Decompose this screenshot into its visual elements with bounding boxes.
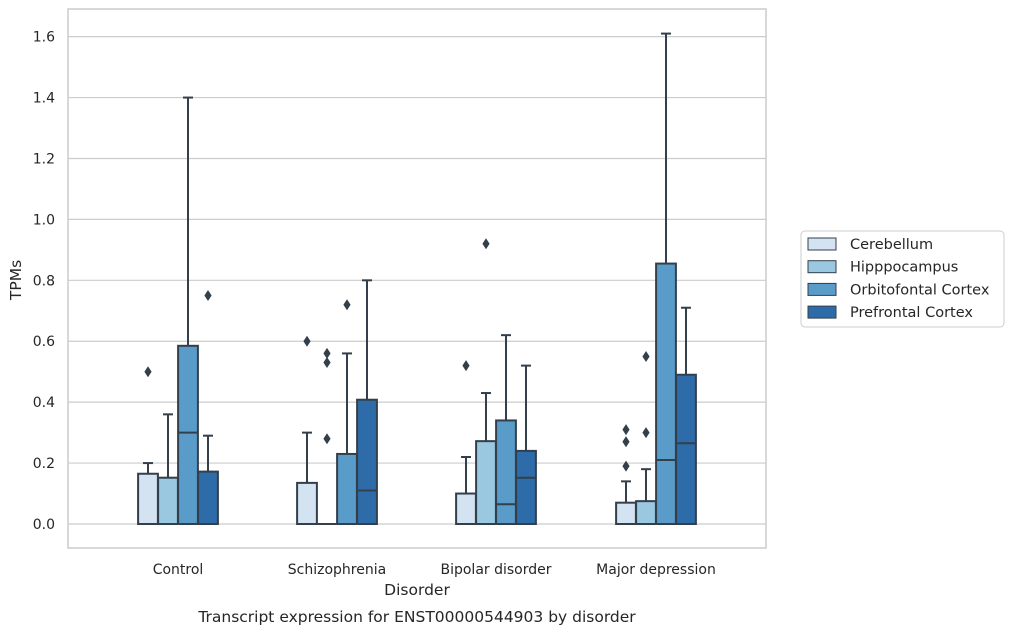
x-tick-label: Bipolar disorder — [440, 562, 551, 578]
box-iqr — [137, 472, 159, 525]
box-iqr — [495, 419, 517, 526]
box-plot — [197, 290, 219, 525]
box-series-layer — [137, 32, 697, 526]
box-iqr — [515, 449, 537, 525]
outlier-point — [462, 360, 470, 372]
box-plot — [296, 335, 318, 525]
x-axis-ticks: Control Schizophrenia Bipolar disorder Majo… — [153, 562, 716, 578]
y-tick-label: 1.4 — [33, 91, 55, 107]
legend-label: Cerebellum — [850, 237, 933, 253]
box-plot — [455, 360, 477, 526]
box-iqr — [475, 440, 497, 525]
box-iqr — [296, 481, 318, 525]
outlier-point — [622, 460, 630, 472]
box-plot — [157, 413, 179, 526]
outlier-point — [642, 350, 650, 362]
y-tick-label: 1.0 — [33, 212, 55, 228]
box-plot — [356, 279, 378, 526]
box-iqr — [157, 476, 179, 526]
legend-items: Cerebellum Hipppocampus Orbitofontal Corte… — [807, 237, 990, 321]
outlier-point — [323, 357, 331, 369]
series-cerebellum — [137, 335, 637, 526]
outlier-point — [204, 290, 212, 302]
series-hipppocampus — [157, 238, 657, 526]
box-iqr — [635, 500, 657, 525]
y-tick-label: 1.2 — [33, 151, 55, 167]
box-iqr — [455, 492, 477, 526]
box-plot — [655, 32, 677, 525]
chart-caption: Transcript expression for ENST0000054490… — [197, 608, 636, 626]
outlier-point — [323, 433, 331, 445]
legend-frame — [800, 230, 1005, 328]
box-iqr — [336, 452, 358, 525]
box-iqr — [177, 344, 199, 525]
outlier-point — [343, 299, 351, 311]
box-plot — [635, 350, 657, 525]
box-iqr — [675, 373, 697, 525]
box-iqr — [655, 262, 677, 525]
legend-swatch — [807, 305, 837, 319]
box-iqr — [615, 501, 637, 526]
box-plot — [675, 306, 697, 525]
legend-swatch — [807, 237, 837, 251]
y-axis-ticks: 0.0 0.2 0.4 0.6 0.8 1.0 1.2 1.4 1.6 — [33, 30, 55, 533]
y-tick-label: 0.0 — [33, 517, 55, 533]
plot-area-frame — [67, 8, 767, 549]
legend-swatch — [807, 282, 837, 296]
series-orbitofontal-cortex — [177, 32, 677, 526]
box-plot — [495, 334, 517, 526]
x-tick-label: Major depression — [596, 562, 716, 578]
y-tick-label: 0.8 — [33, 273, 55, 289]
outlier-point — [622, 424, 630, 436]
box-iqr — [197, 470, 219, 525]
y-tick-label: 1.6 — [33, 30, 55, 46]
legend-label: Orbitofontal Cortex — [850, 282, 990, 298]
box-plot — [336, 299, 358, 525]
box-plot — [475, 238, 497, 525]
box-plot — [177, 96, 199, 525]
box-iqr — [356, 398, 378, 526]
x-tick-label: Schizophrenia — [288, 562, 386, 578]
legend-label: Hipppocampus — [850, 260, 958, 276]
outlier-point — [622, 436, 630, 448]
box-plot — [317, 347, 337, 525]
outlier-point — [642, 427, 650, 439]
box-plot — [615, 424, 637, 526]
box-plot — [137, 366, 159, 525]
outlier-point — [144, 366, 152, 378]
legend-label: Prefrontal Cortex — [850, 305, 973, 321]
series-prefrontal-cortex — [197, 279, 697, 526]
x-axis-label: Disorder — [384, 581, 450, 599]
y-tick-label: 0.2 — [33, 456, 55, 472]
outlier-point — [323, 347, 331, 359]
legend-swatch — [807, 260, 837, 274]
x-tick-label: Control — [153, 562, 204, 578]
y-tick-label: 0.4 — [33, 395, 55, 411]
outlier-point — [303, 335, 311, 347]
y-tick-label: 0.6 — [33, 334, 55, 350]
y-axis-label: TPMs — [7, 260, 25, 301]
legend: Cerebellum Hipppocampus Orbitofontal Corte… — [800, 230, 1005, 328]
outlier-point — [482, 238, 490, 250]
box-plot — [515, 364, 537, 525]
